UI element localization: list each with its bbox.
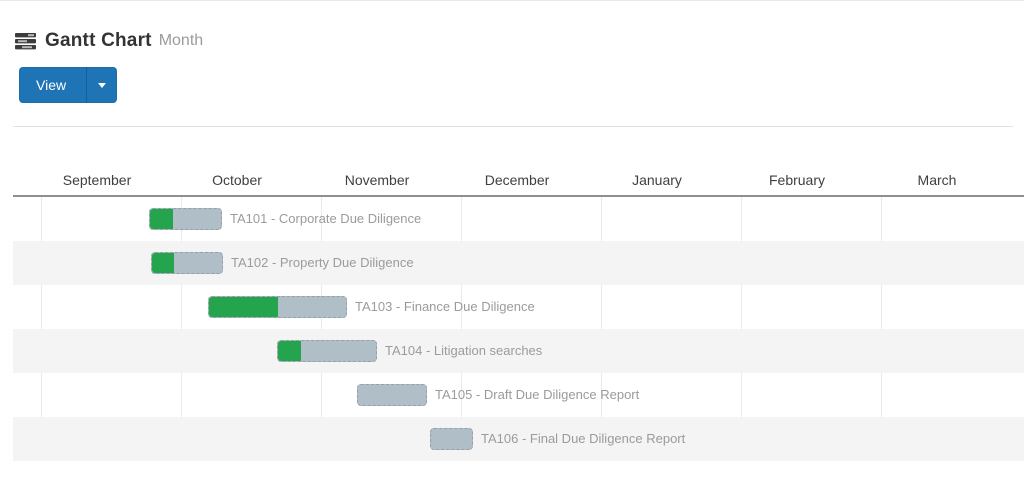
task-progress-ta101 <box>150 209 173 229</box>
month-label-march: March <box>917 172 957 188</box>
view-dropdown-button[interactable]: View <box>19 67 118 103</box>
task-bar-ta103[interactable] <box>208 296 347 318</box>
gantt-chart-icon <box>15 32 36 49</box>
gantt-row-ta105: TA105 - Draft Due Diligence Report <box>13 373 1024 417</box>
task-label-ta103: TA103 - Finance Due Diligence <box>355 299 535 314</box>
gantt-body: TA101 - Corporate Due Diligence TA102 - P… <box>13 197 1024 461</box>
gantt-row-ta106: TA106 - Final Due Diligence Report <box>13 417 1024 461</box>
month-label-november: November <box>344 172 410 188</box>
task-bar-ta105[interactable] <box>357 384 427 406</box>
task-bar-ta101[interactable] <box>149 208 222 230</box>
task-label-ta101: TA101 - Corporate Due Diligence <box>230 211 422 226</box>
gantt-row-ta103: TA103 - Finance Due Diligence <box>13 285 1024 329</box>
task-bar-ta104[interactable] <box>277 340 377 362</box>
gantt-row-ta104: TA104 - Litigation searches <box>13 329 1024 373</box>
page-header: Gantt Chart Month <box>15 30 203 52</box>
task-label-ta102: TA102 - Property Due Diligence <box>231 255 414 270</box>
gantt-chart: September October November December January F… <box>13 166 1024 461</box>
month-label-january: January <box>632 172 682 188</box>
page-title: Gantt Chart <box>45 30 152 51</box>
task-progress-ta104 <box>278 341 301 361</box>
month-label-october: October <box>212 172 262 188</box>
caret-down-icon <box>98 82 107 88</box>
scale-label: Month <box>158 32 204 49</box>
task-label-ta105: TA105 - Draft Due Diligence Report <box>435 387 640 402</box>
task-label-ta104: TA104 - Litigation searches <box>385 343 543 358</box>
view-button-label[interactable]: View <box>36 77 67 93</box>
task-bar-ta106[interactable] <box>430 428 473 450</box>
task-label-ta106: TA106 - Final Due Diligence Report <box>481 431 686 446</box>
gantt-row-ta102: TA102 - Property Due Diligence <box>13 241 1024 285</box>
task-progress-ta102 <box>152 253 174 273</box>
gantt-row-ta101: TA101 - Corporate Due Diligence <box>13 197 1024 241</box>
month-label-september: September <box>62 172 132 188</box>
month-header-row: September October November December January F… <box>13 166 1024 197</box>
horizontal-divider <box>13 126 1013 127</box>
month-label-february: February <box>768 172 826 188</box>
month-label-december: December <box>484 172 550 188</box>
view-caret-segment[interactable] <box>86 67 117 103</box>
task-progress-ta103 <box>209 297 278 317</box>
task-bar-ta102[interactable] <box>151 252 223 274</box>
